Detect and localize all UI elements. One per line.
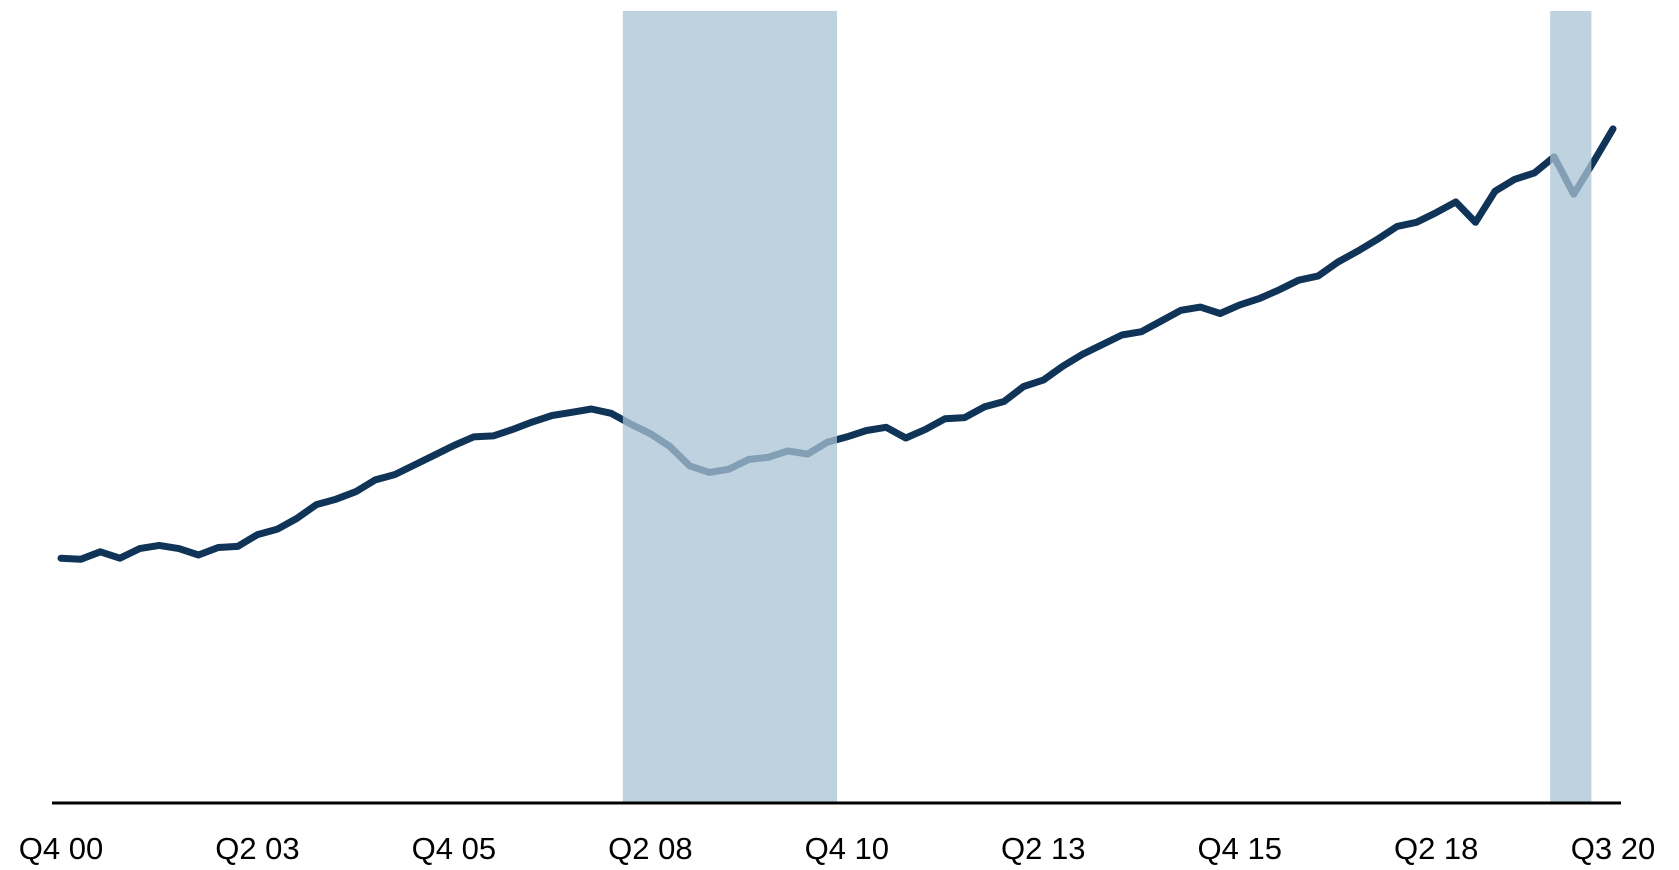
- x-tick-label: Q2 08: [608, 831, 692, 866]
- x-tick-label: Q2 03: [215, 831, 299, 866]
- x-tick-label: Q3 20: [1571, 831, 1655, 866]
- x-tick-label: Q4 00: [19, 831, 103, 866]
- shaded-period: [1550, 11, 1592, 803]
- x-tick-label: Q4 05: [412, 831, 496, 866]
- x-tick-label: Q2 18: [1394, 831, 1478, 866]
- x-tick-label: Q4 15: [1198, 831, 1282, 866]
- x-tick-label: Q2 13: [1001, 831, 1085, 866]
- shaded-period: [622, 11, 837, 803]
- x-tick-label: Q4 10: [805, 831, 889, 866]
